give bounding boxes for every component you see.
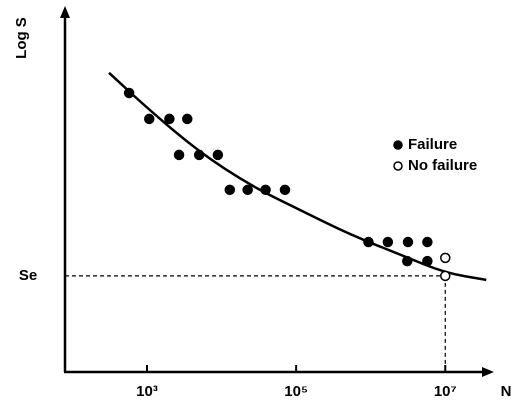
x-axis-label: N: [501, 383, 512, 400]
data-point: [440, 252, 451, 264]
data-point: [260, 184, 271, 196]
x-tick-label: 10⁷: [434, 383, 457, 400]
data-point: [422, 236, 433, 248]
data-point: [182, 113, 193, 125]
data-point: [123, 87, 135, 99]
data-point: [440, 270, 451, 282]
y-tick-label: Se: [19, 267, 37, 284]
data-point: [164, 113, 175, 125]
x-axis-arrow: [482, 367, 494, 377]
data-point: [173, 149, 185, 161]
data-point: [422, 255, 433, 267]
data-point: [382, 236, 394, 248]
x-tick-label: 10⁵: [284, 383, 308, 400]
data-point: [363, 236, 374, 248]
data-point: [242, 184, 253, 196]
data-point: [212, 149, 224, 161]
data-point: [144, 113, 155, 125]
fit-curve: [108, 71, 487, 282]
x-tick-label: 10³: [136, 383, 158, 400]
data-point: [402, 236, 414, 248]
y-axis-label: Log S: [13, 17, 30, 59]
y-axis-arrow: [60, 6, 70, 18]
data-point: [279, 184, 291, 196]
data-point: [401, 255, 413, 267]
legend-label: Failure: [408, 136, 457, 153]
data-point: [224, 184, 236, 196]
legend-marker: [393, 140, 403, 150]
data-point: [193, 149, 205, 161]
legend-marker: [393, 161, 403, 171]
legend-label: No failure: [408, 157, 477, 174]
